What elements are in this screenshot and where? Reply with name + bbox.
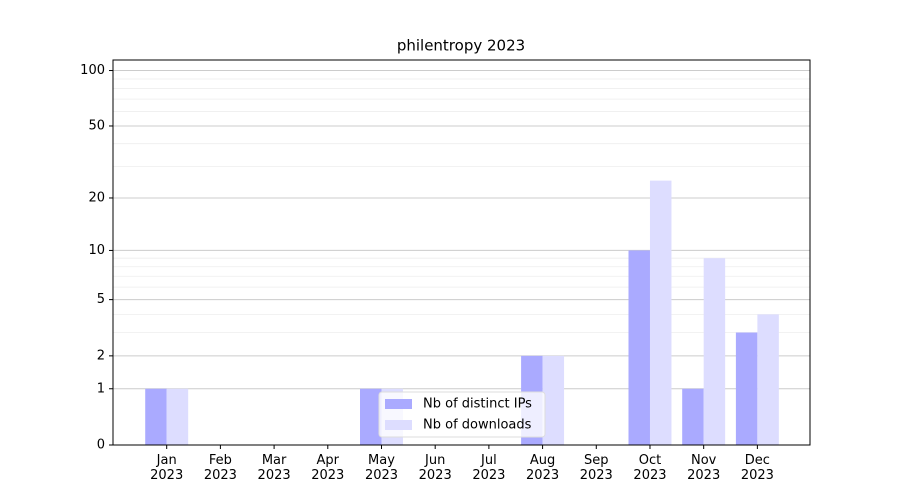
x-tick-label: Dec 2023 xyxy=(740,453,774,483)
x-tick-label: Mar 2023 xyxy=(257,453,291,483)
x-tick-label: Apr 2023 xyxy=(311,453,345,483)
y-tick-label: 20 xyxy=(88,190,105,205)
bar xyxy=(145,388,167,445)
bar xyxy=(682,388,704,445)
legend-swatch xyxy=(385,420,412,430)
x-tick-label: May 2023 xyxy=(364,453,399,483)
bar xyxy=(703,258,726,445)
x-tick-label: Aug 2023 xyxy=(526,453,560,483)
bar xyxy=(757,314,779,445)
chart-title: philentropy 2023 xyxy=(397,37,525,55)
y-tick-label: 2 xyxy=(97,348,105,363)
bar xyxy=(360,388,382,445)
y-tick-label: 10 xyxy=(88,243,105,258)
bar xyxy=(649,180,672,445)
y-tick-label: 5 xyxy=(97,292,105,307)
x-tick-label: Jan 2023 xyxy=(150,453,184,483)
legend-label: Nb of distinct IPs xyxy=(423,397,532,412)
bar xyxy=(628,250,650,445)
y-tick-label: 0 xyxy=(97,438,105,453)
y-tick-label: 50 xyxy=(88,118,105,133)
legend-box xyxy=(378,391,546,438)
x-tick-label: Oct 2023 xyxy=(633,453,667,483)
x-tick-label: Jun 2023 xyxy=(418,453,452,483)
y-tick-label: 100 xyxy=(80,63,105,78)
legend-label: Nb of downloads xyxy=(423,418,532,433)
legend: Nb of distinct IPs Nb of downloads xyxy=(378,391,546,438)
x-tick-label: Sep 2023 xyxy=(579,453,613,483)
y-tick-label: 1 xyxy=(97,381,105,396)
plot-frame xyxy=(112,59,811,446)
bar xyxy=(166,388,189,445)
x-tick-label: Nov 2023 xyxy=(687,453,721,483)
x-tick-label: Jul 2023 xyxy=(472,453,506,483)
x-tick-label: Feb 2023 xyxy=(203,453,237,483)
bar xyxy=(735,332,758,445)
legend-swatch xyxy=(385,399,412,409)
bar xyxy=(542,355,565,445)
